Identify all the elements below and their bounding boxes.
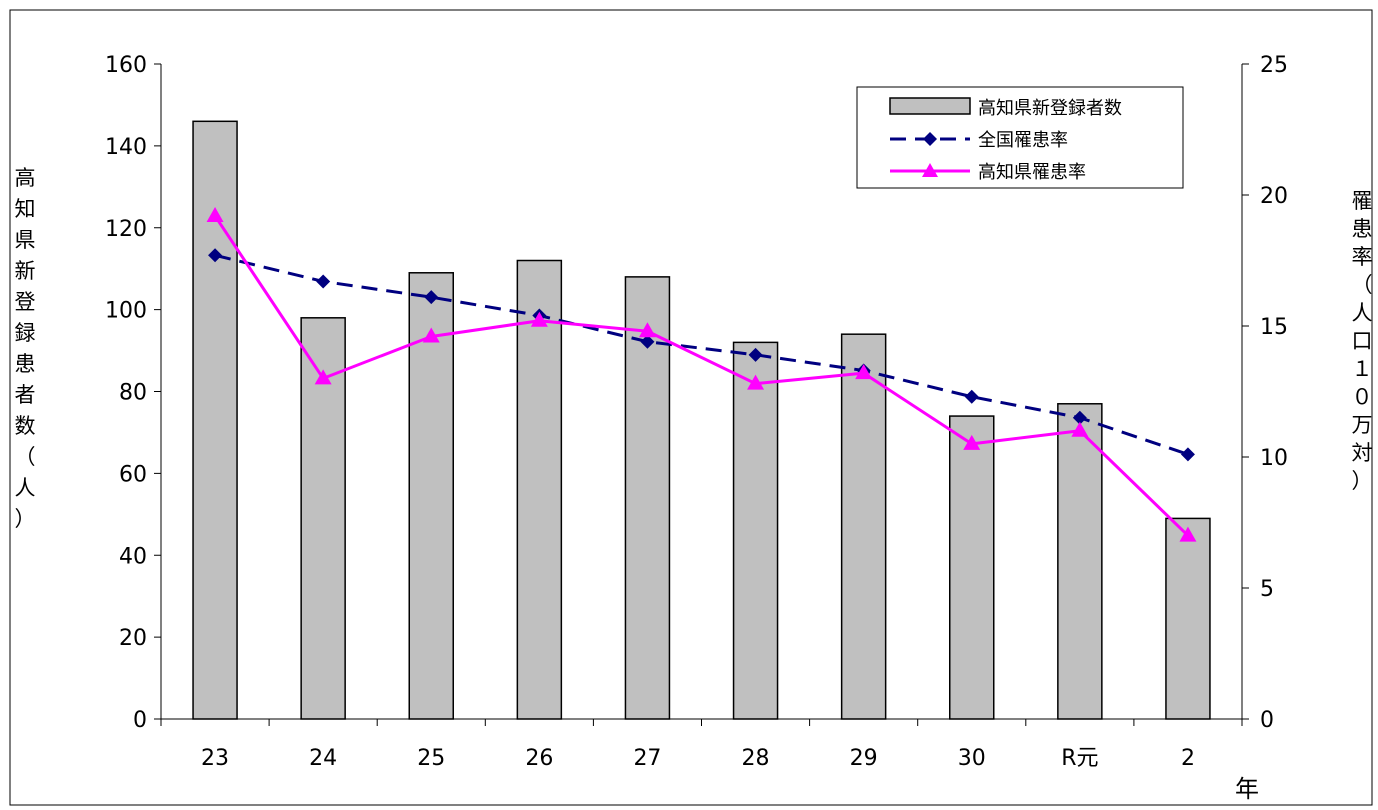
series-1-marker-2 (1180, 447, 1195, 462)
x-tick-label: 25 (417, 746, 445, 771)
legend-marker-triangle (922, 163, 938, 177)
x-tick-label: 30 (958, 746, 986, 771)
y-right-axis-title: 罹患率（人口１０万対） (1352, 189, 1373, 493)
series-2-marker-24 (314, 369, 332, 385)
series-2-marker-23 (206, 206, 224, 222)
axes-layer (154, 63, 1249, 726)
series-2-marker-26 (530, 311, 548, 327)
series-2-marker-29 (855, 364, 873, 380)
y-right-tick-label: 0 (1260, 708, 1274, 733)
x-tick-label: 27 (633, 746, 661, 771)
y-left-tick-label: 140 (105, 135, 147, 160)
y-left-tick-label: 60 (119, 462, 147, 487)
series-1-marker-30 (964, 389, 979, 404)
series-1-marker-28 (748, 347, 763, 362)
y-right-tick-label: 15 (1260, 315, 1288, 340)
legend: 高知県新登録者数 全国罹患率 高知県罹患率 (856, 86, 1184, 189)
lines-layer (206, 206, 1197, 542)
y-left-tick-label: 100 (105, 299, 147, 324)
series-2-marker-28 (747, 374, 765, 390)
bar-30 (949, 415, 995, 720)
x-tick-label: 2 (1181, 746, 1195, 771)
y-right-tick-label: 10 (1260, 446, 1288, 471)
y-right-tick-label: 20 (1260, 184, 1288, 209)
x-axis-unit: 年 (1235, 775, 1259, 803)
y-left-tick-label: 40 (119, 544, 147, 569)
series-1-marker-R元 (1072, 410, 1087, 425)
series-line-2 (213, 215, 1189, 537)
series-line-1 (214, 253, 1189, 456)
ticks-layer: 0 20 40 60 80 100 120 140 160 0 5 10 15 20 25 23 24 25 26 2… (105, 53, 1288, 771)
series-1-marker-27 (640, 334, 655, 349)
x-tick-label: 28 (742, 746, 770, 771)
bar-R元 (1057, 403, 1103, 720)
series-2-marker-25 (422, 327, 440, 343)
series-1-marker-25 (424, 290, 439, 305)
x-tick-label: 26 (525, 746, 553, 771)
series-2-marker-27 (638, 322, 656, 338)
bar-24 (300, 317, 346, 720)
legend-label-bar: 高知県新登録者数 (978, 98, 1122, 119)
bars-layer (192, 120, 1211, 720)
bar-25 (408, 272, 454, 720)
bar-29 (840, 333, 887, 720)
legend-label-national: 全国罹患率 (978, 130, 1068, 151)
y-right-tick-label: 25 (1260, 53, 1288, 78)
bar-26 (516, 259, 563, 720)
y-left-tick-label: 160 (105, 53, 147, 78)
legend-label-kochi: 高知県罹患率 (978, 162, 1086, 183)
y-right-tick-label: 5 (1260, 577, 1274, 602)
series-2-marker-30 (963, 434, 981, 450)
y-left-tick-label: 0 (133, 708, 147, 733)
y-left-tick-label: 20 (119, 626, 147, 651)
series-2-marker-2 (1179, 526, 1197, 542)
legend-swatch-bar (889, 97, 971, 115)
x-tick-label: 23 (201, 746, 229, 771)
x-tick-label: 29 (850, 746, 878, 771)
series-1-marker-24 (316, 274, 331, 289)
y-left-axis-title: 高知県新登録患者数（人） (15, 166, 36, 531)
series-2-marker-R元 (1071, 421, 1089, 437)
titles-layer: 高知県新登録患者数（人） 罹患率（人口１０万対） (15, 166, 1373, 531)
series-1-marker-23 (208, 248, 223, 263)
x-tick-label: 24 (309, 746, 337, 771)
bar-2 (1165, 517, 1211, 720)
bar-27 (624, 276, 671, 720)
x-tick-label: R元 (1061, 746, 1098, 771)
bar-28 (732, 341, 779, 720)
legend-marker-diamond (923, 132, 937, 146)
y-left-tick-label: 120 (105, 217, 147, 242)
y-left-tick-label: 80 (119, 381, 147, 406)
